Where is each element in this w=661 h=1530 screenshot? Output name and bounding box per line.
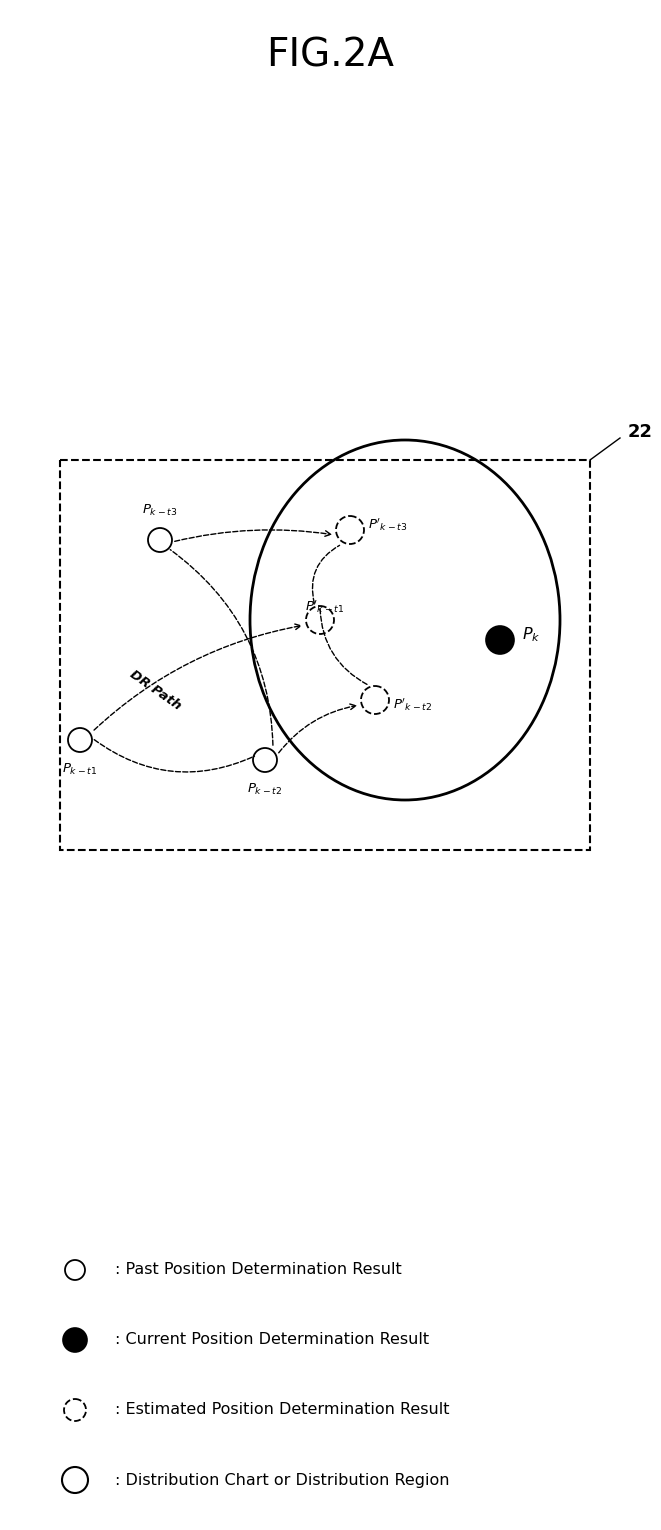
Circle shape — [63, 1328, 87, 1353]
Text: $P'_{k-t1}$: $P'_{k-t1}$ — [305, 598, 344, 615]
Text: : Past Position Determination Result: : Past Position Determination Result — [115, 1262, 402, 1278]
Text: : Estimated Position Determination Result: : Estimated Position Determination Resul… — [115, 1403, 449, 1417]
Text: $P_{k-t3}$: $P_{k-t3}$ — [142, 503, 178, 519]
Text: $P'_{k-t3}$: $P'_{k-t3}$ — [368, 517, 407, 534]
Text: DR Path: DR Path — [127, 667, 183, 713]
Bar — [60, 461, 590, 851]
Text: : Distribution Chart or Distribution Region: : Distribution Chart or Distribution Reg… — [115, 1472, 449, 1487]
Text: $P_k$: $P_k$ — [522, 626, 541, 644]
Text: : Current Position Determination Result: : Current Position Determination Result — [115, 1333, 429, 1348]
Text: $P_{k-t2}$: $P_{k-t2}$ — [247, 782, 283, 797]
Text: 22: 22 — [628, 422, 653, 441]
Circle shape — [486, 626, 514, 653]
Text: $P_{k-t1}$: $P_{k-t1}$ — [62, 762, 98, 777]
Text: FIG.2A: FIG.2A — [266, 37, 395, 73]
Text: $P'_{k-t2}$: $P'_{k-t2}$ — [393, 696, 432, 713]
